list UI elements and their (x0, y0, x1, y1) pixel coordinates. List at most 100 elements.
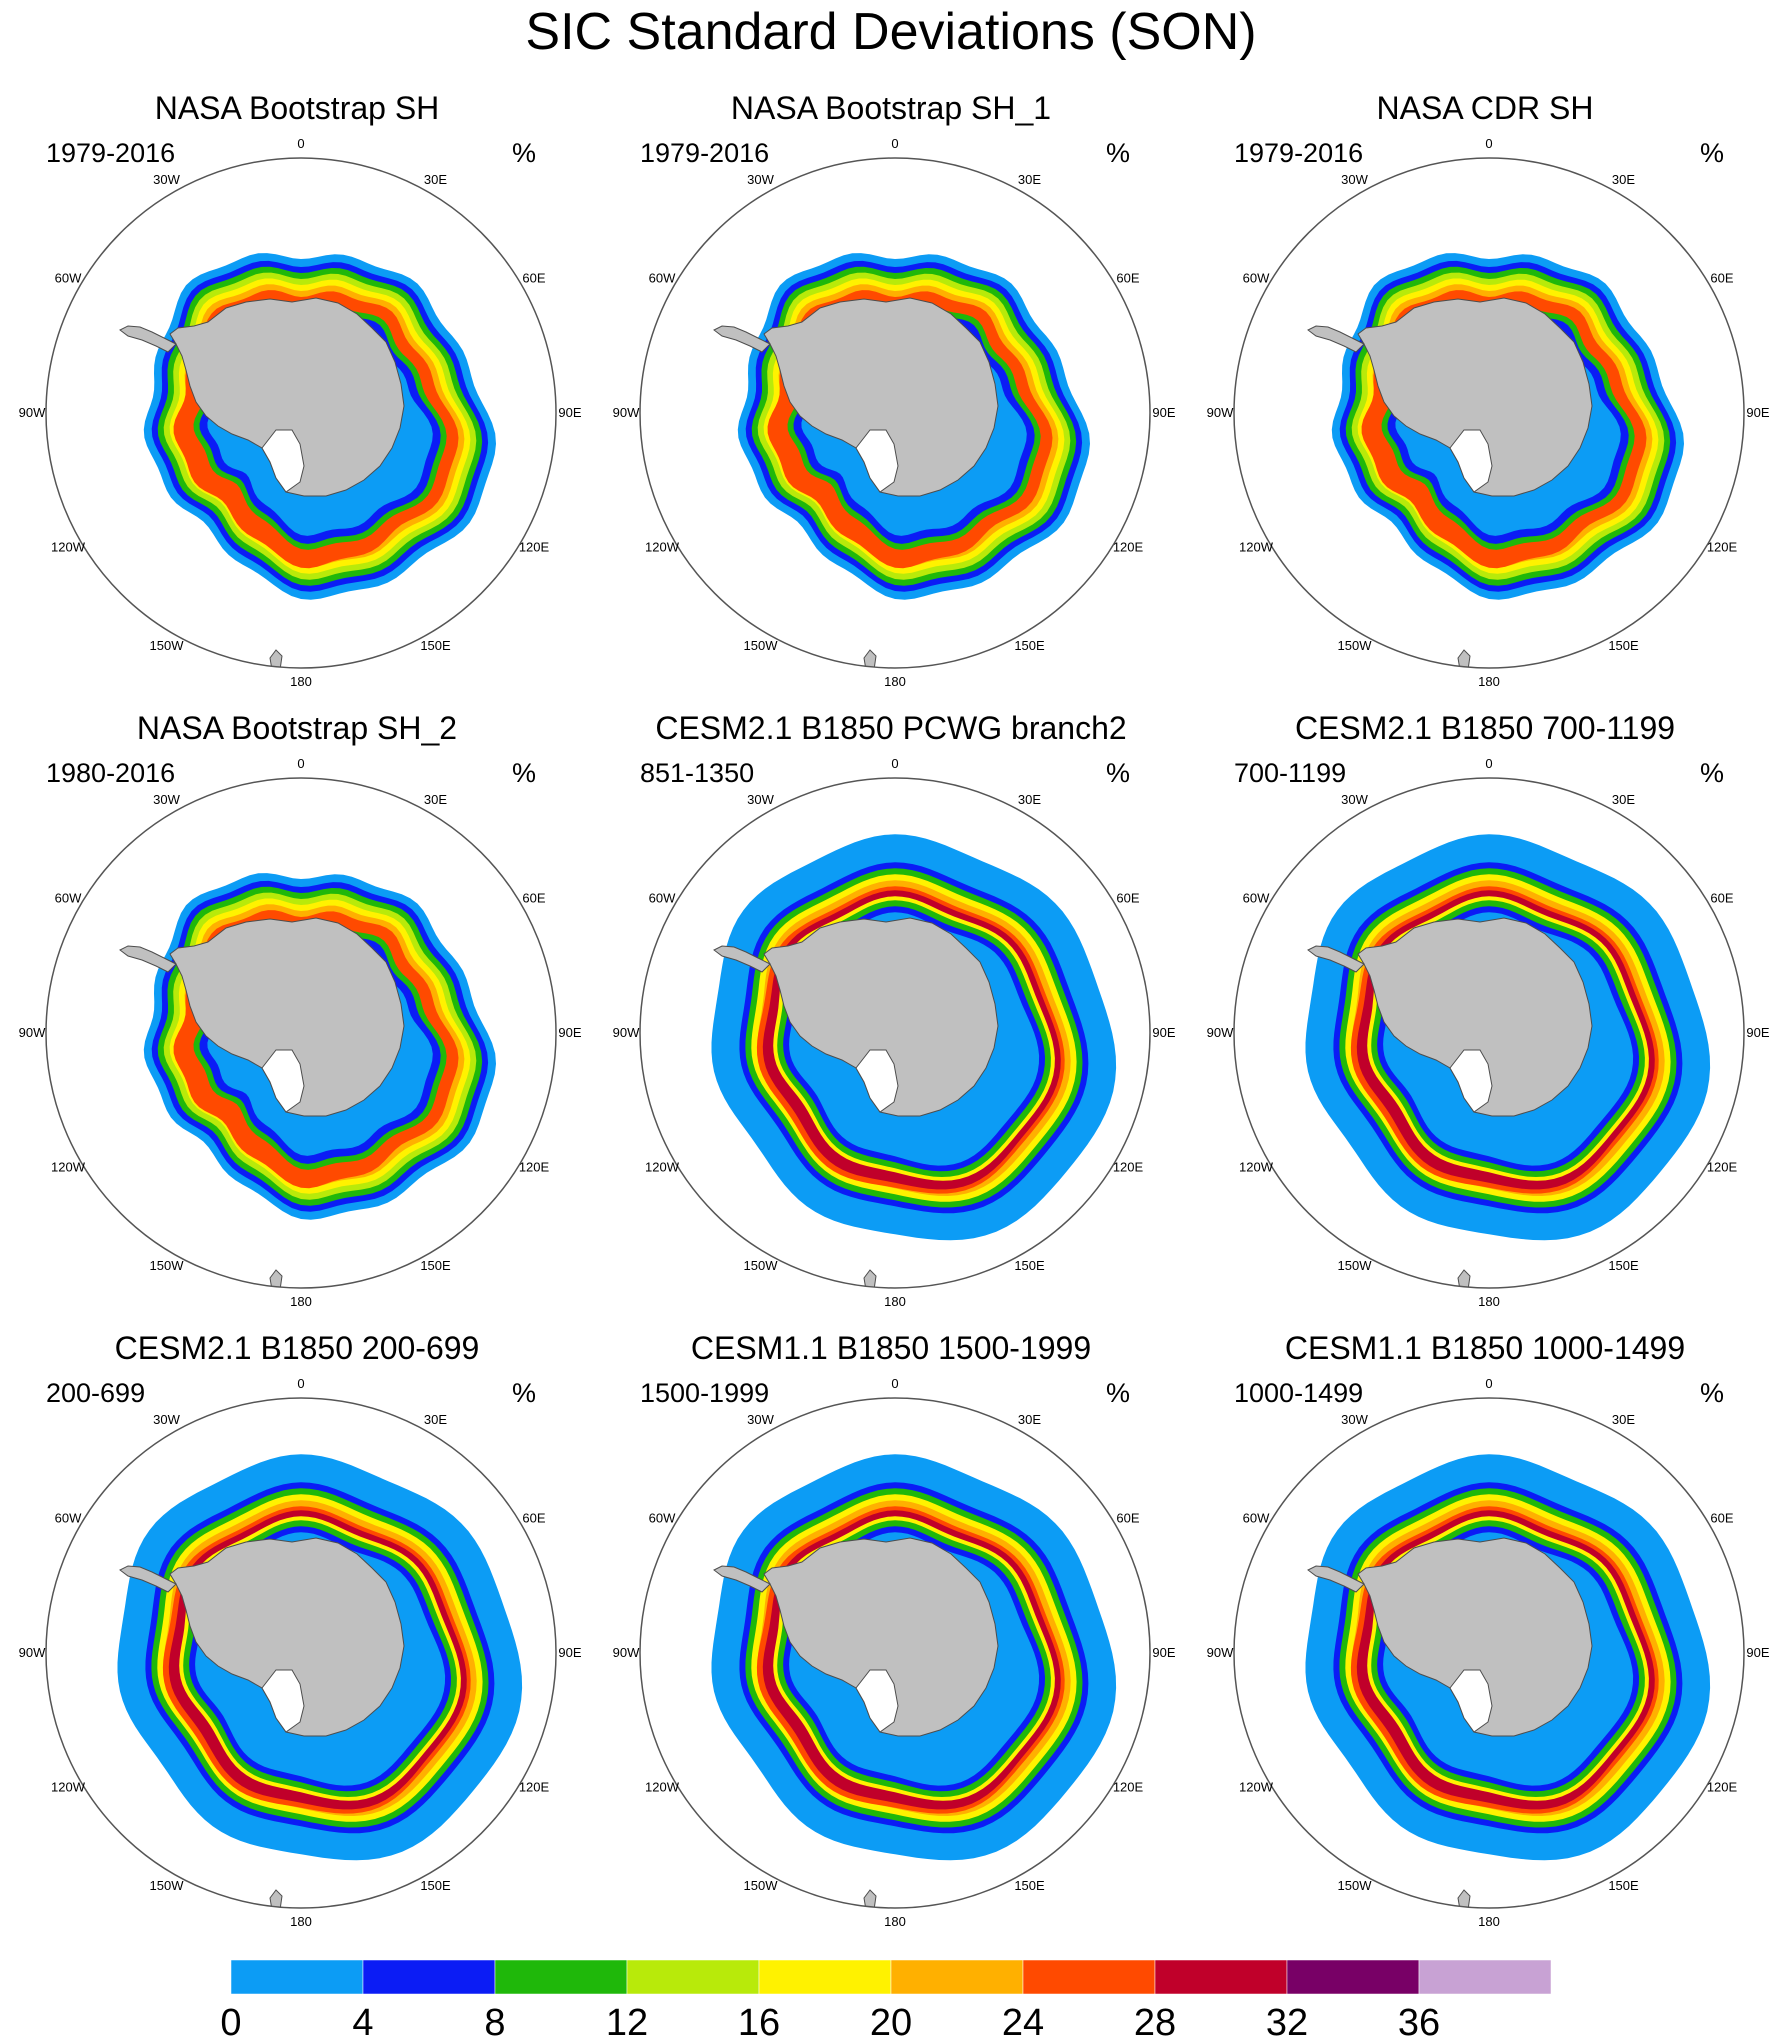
polar-stereographic-map: 0 30E 60E 90E 120E 150E 180 150W 120W 90W 60W 30W (19, 756, 582, 1309)
ross-ice-shelf (1449, 1049, 1493, 1113)
ross-ice-shelf (855, 1669, 899, 1733)
longitude-label-0: 0 (891, 756, 898, 771)
longitude-label-120e: 120E (1113, 1780, 1144, 1795)
longitude-label-150e: 150E (1014, 1258, 1045, 1273)
longitude-label-180: 180 (290, 1294, 312, 1309)
longitude-label-120w: 120W (51, 1780, 86, 1795)
longitude-label-30e: 30E (1018, 172, 1041, 187)
figure-title: SIC Standard Deviations (SON) (525, 3, 1257, 61)
longitude-label-60w: 60W (649, 271, 676, 286)
panel-title: CESM1.1 B1850 1500-1999 (690, 1330, 1092, 1366)
longitude-label-180: 180 (1478, 1914, 1500, 1929)
longitude-label-90w: 90W (19, 405, 46, 420)
antarctic-peninsula (1307, 325, 1365, 353)
antarctica-land (763, 917, 999, 1117)
colorbar-tick-label: 12 (606, 2002, 648, 2043)
new-zealand-land (269, 1269, 283, 1288)
polar-stereographic-map: 0 30E 60E 90E 120E 150E 180 150W 120W 90W 60W 30W (19, 136, 582, 689)
longitude-label-180: 180 (1478, 1294, 1500, 1309)
units-label: % (512, 138, 537, 168)
longitude-label-150w: 150W (1338, 1258, 1373, 1273)
longitude-label-60e: 60E (1116, 891, 1139, 906)
longitude-label-120e: 120E (1707, 540, 1738, 555)
new-zealand-land (863, 1889, 877, 1908)
longitude-label-0: 0 (297, 756, 304, 771)
antarctica-land (1357, 297, 1593, 497)
longitude-label-90w: 90W (613, 405, 640, 420)
longitude-label-60w: 60W (649, 891, 676, 906)
polar-stereographic-map: 0 30E 60E 90E 120E 150E 180 150W 120W 90W 60W 30W (19, 1376, 582, 1929)
longitude-label-150w: 150W (744, 1258, 779, 1273)
longitude-label-180: 180 (1478, 674, 1500, 689)
longitude-label-120e: 120E (1707, 1780, 1738, 1795)
new-zealand-land (1457, 1889, 1471, 1908)
ross-ice-shelf (261, 1669, 305, 1733)
panel-title: CESM2.1 B1850 200-699 (114, 1330, 480, 1366)
colorbar-swatch (494, 1959, 628, 1995)
colorbar-swatch (1154, 1959, 1288, 1995)
longitude-label-150e: 150E (1608, 1258, 1639, 1273)
polar-stereographic-map: 0 30E 60E 90E 120E 150E 180 150W 120W 90W 60W 30W (1207, 756, 1770, 1309)
longitude-label-60e: 60E (1710, 891, 1733, 906)
colorbar-tick-label: 16 (738, 2002, 780, 2043)
longitude-label-90e: 90E (1746, 1645, 1769, 1660)
longitude-label-120e: 120E (519, 1160, 550, 1175)
longitude-label-60w: 60W (55, 271, 82, 286)
map-boundary-circle (45, 1397, 557, 1909)
map-panel-6: CESM2.1 B1850 700-1199 700-1199 % 0 30E 60… (1188, 710, 1782, 1330)
polar-stereographic-map: 0 30E 60E 90E 120E 150E 180 150W 120W 90W 60W 30W (613, 136, 1176, 689)
longitude-label-150w: 150W (150, 638, 185, 653)
longitude-label-60w: 60W (55, 1511, 82, 1526)
longitude-label-150w: 150W (150, 1878, 185, 1893)
map-panel-4: NASA Bootstrap SH_2 1980-2016 % 0 30E 60E 9… (0, 710, 594, 1330)
panel-title: NASA CDR SH (1376, 90, 1594, 126)
map-boundary-circle (45, 157, 557, 669)
longitude-label-30e: 30E (1612, 172, 1635, 187)
antarctica-land (169, 297, 405, 497)
longitude-label-150w: 150W (150, 1258, 185, 1273)
units-label: % (512, 1378, 537, 1408)
map-boundary-circle (639, 157, 1151, 669)
period-label: 1000-1499 (1234, 1378, 1364, 1408)
panel-title: NASA Bootstrap SH_1 (730, 90, 1052, 126)
longitude-label-60w: 60W (1243, 1511, 1270, 1526)
longitude-label-60e: 60E (1710, 1511, 1733, 1526)
colorbar-tick-label: 32 (1266, 2002, 1308, 2043)
ross-ice-shelf (261, 429, 305, 493)
longitude-label-30e: 30E (424, 172, 447, 187)
colorbar-swatch (1418, 1959, 1552, 1995)
longitude-label-60w: 60W (1243, 271, 1270, 286)
new-zealand-land (863, 1269, 877, 1288)
map-boundary-circle (1233, 157, 1745, 669)
polar-stereographic-map: 0 30E 60E 90E 120E 150E 180 150W 120W 90W 60W 30W (613, 1376, 1176, 1929)
longitude-label-120w: 120W (645, 1160, 680, 1175)
antarctic-peninsula (713, 1565, 771, 1593)
panel-title: CESM2.1 B1850 700-1199 (1294, 710, 1676, 746)
units-label: % (1700, 138, 1725, 168)
longitude-label-30w: 30W (153, 792, 180, 807)
longitude-label-0: 0 (1485, 756, 1492, 771)
map-panel-1: NASA Bootstrap SH 1979-2016 % 0 30E 60E 90E… (0, 90, 594, 710)
longitude-label-90w: 90W (1207, 1645, 1234, 1660)
map-panel-3: NASA CDR SH 1979-2016 % 0 30E 60E 90E 120E 15… (1188, 90, 1782, 710)
colorbar-swatch (626, 1959, 760, 1995)
longitude-label-90e: 90E (1746, 405, 1769, 420)
longitude-label-150e: 150E (1014, 638, 1045, 653)
antarctic-peninsula (119, 945, 177, 973)
map-panel-9: CESM1.1 B1850 1000-1499 1000-1499 % 0 30E… (1188, 1330, 1782, 1950)
new-zealand-land (269, 649, 283, 668)
polar-stereographic-map: 0 30E 60E 90E 120E 150E 180 150W 120W 90W 60W 30W (1207, 1376, 1770, 1929)
units-label: % (1106, 758, 1131, 788)
longitude-label-150w: 150W (1338, 638, 1373, 653)
map-boundary-circle (639, 1397, 1151, 1909)
longitude-label-60w: 60W (55, 891, 82, 906)
longitude-label-0: 0 (891, 136, 898, 151)
antarctic-peninsula (713, 945, 771, 973)
period-label: 700-1199 (1234, 758, 1347, 788)
map-panel-8: CESM1.1 B1850 1500-1999 1500-1999 % 0 30E… (594, 1330, 1188, 1950)
longitude-label-120e: 120E (519, 540, 550, 555)
longitude-label-90w: 90W (1207, 1025, 1234, 1040)
longitude-label-30w: 30W (1341, 172, 1368, 187)
colorbar-swatch (230, 1959, 364, 1995)
units-label: % (1700, 1378, 1725, 1408)
